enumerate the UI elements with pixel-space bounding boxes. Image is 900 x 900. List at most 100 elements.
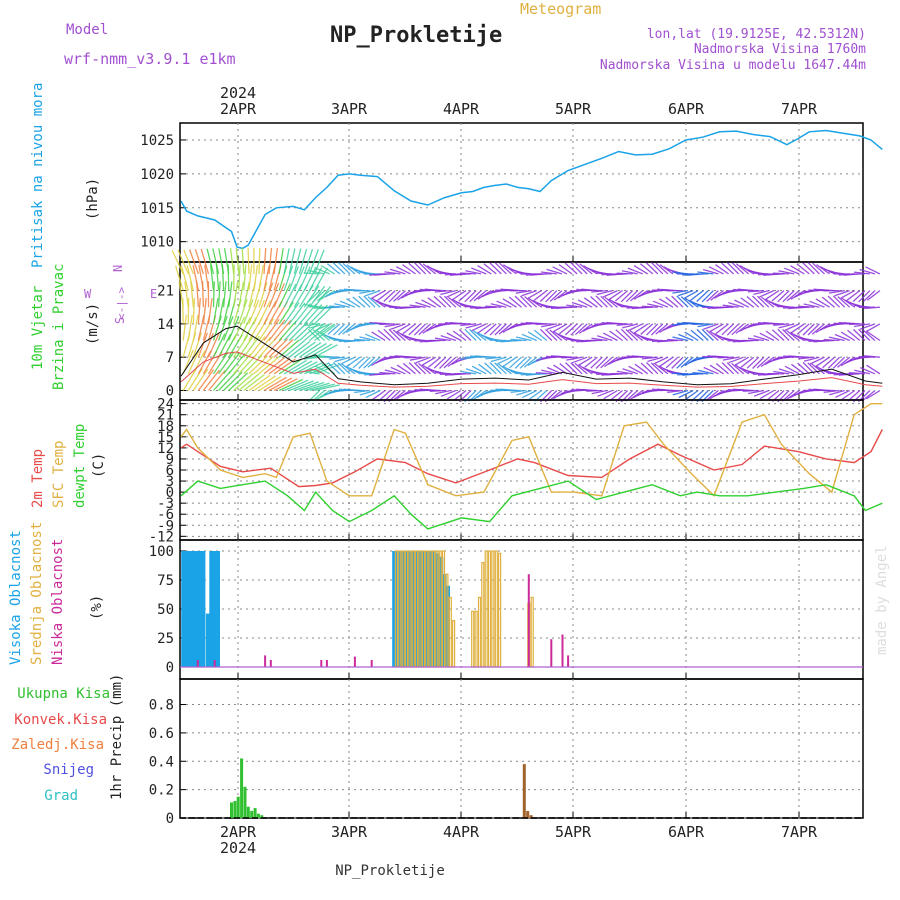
pressure-axis-title: Pritisak na nivou mora bbox=[30, 83, 46, 268]
wind-arrow bbox=[218, 371, 237, 391]
wind-arrow bbox=[790, 290, 805, 300]
wind-arrow bbox=[316, 389, 331, 401]
wind-arrow bbox=[427, 297, 442, 308]
wind-arrow bbox=[600, 356, 613, 369]
wind-arrow bbox=[653, 356, 669, 365]
wind-arrow bbox=[721, 362, 735, 375]
wind-arrow bbox=[521, 289, 537, 297]
compass-east: E bbox=[150, 287, 157, 301]
y-tick-label: 100 bbox=[149, 544, 174, 560]
wind-arrow bbox=[803, 303, 820, 308]
wind-arrow bbox=[477, 323, 492, 334]
wind-arrow bbox=[586, 389, 603, 392]
wind-arrow bbox=[651, 262, 664, 275]
wind-arrow bbox=[283, 379, 309, 392]
wind-arrow bbox=[703, 323, 719, 330]
wind-arrow bbox=[519, 295, 533, 308]
wind-arrow bbox=[288, 248, 296, 275]
wind-arrow bbox=[785, 389, 800, 401]
wind-arrow bbox=[418, 362, 432, 375]
wind-arrow bbox=[866, 389, 881, 400]
wind-arrow bbox=[192, 314, 199, 341]
wind-arrow bbox=[341, 363, 356, 375]
wind-arrow bbox=[523, 356, 538, 368]
cloud-bar bbox=[188, 551, 192, 667]
wind-arrow bbox=[602, 332, 618, 342]
cloud-bar bbox=[213, 660, 216, 667]
wind-arrow bbox=[640, 323, 654, 335]
pressure-panel: 1010 1015 1020 1025 bbox=[140, 122, 883, 263]
bottom-day-label: 6APR bbox=[668, 823, 705, 841]
wind-arrow bbox=[765, 290, 780, 300]
wind-arrow bbox=[273, 319, 292, 341]
precip-bar bbox=[529, 815, 533, 818]
compass-north: N bbox=[111, 265, 125, 272]
wind-arrow bbox=[809, 300, 825, 308]
wind-arrow bbox=[696, 290, 709, 302]
wind-arrow bbox=[865, 323, 881, 333]
wind-arrow bbox=[721, 323, 735, 336]
wind-arrow bbox=[784, 323, 800, 332]
wind-arrow bbox=[383, 328, 396, 341]
wind-arrow bbox=[370, 290, 386, 299]
y-tick-label: 12 bbox=[157, 441, 174, 457]
wind-arrow bbox=[243, 335, 260, 358]
wind-arrow bbox=[596, 289, 613, 296]
wind-arrow bbox=[829, 389, 845, 396]
wind-arrow bbox=[278, 248, 284, 274]
wind-arrow bbox=[847, 329, 861, 342]
wind-arrow bbox=[363, 356, 376, 369]
wind-arrow bbox=[207, 333, 220, 358]
wind-arrow bbox=[854, 369, 871, 375]
wind-arrow bbox=[697, 323, 714, 328]
y-tick-label: 75 bbox=[157, 573, 174, 589]
wind-arrow bbox=[184, 281, 189, 308]
wind-arrow bbox=[773, 370, 790, 375]
wind-arrow bbox=[597, 335, 613, 342]
wind-arrow bbox=[228, 281, 233, 308]
wind-arrow bbox=[782, 329, 795, 341]
wind-arrow bbox=[217, 298, 225, 325]
precip-bar bbox=[243, 786, 247, 818]
wind-arrow bbox=[858, 328, 871, 341]
wind-arrow bbox=[485, 305, 502, 308]
wind-arrow bbox=[765, 330, 780, 342]
cloud-bar bbox=[216, 551, 220, 667]
wind-arrow bbox=[627, 323, 643, 332]
wind-arrow bbox=[409, 356, 426, 361]
wind-arrow bbox=[198, 264, 205, 291]
wind-arrow bbox=[243, 264, 247, 291]
wind-arrow bbox=[303, 272, 320, 275]
wind-arrow bbox=[447, 356, 462, 368]
wind-arrow bbox=[465, 270, 482, 275]
wind-arrow bbox=[628, 365, 644, 375]
wind-arrow bbox=[342, 262, 356, 275]
wind-arrow bbox=[858, 290, 871, 303]
wind-arrow bbox=[708, 266, 724, 275]
wind-arrow bbox=[835, 389, 850, 398]
wind-arrow bbox=[862, 389, 876, 402]
footer-label: NP_Prokletije bbox=[335, 863, 445, 879]
bottom-day-label: 4APR bbox=[443, 823, 480, 841]
wind-arrow bbox=[672, 336, 689, 342]
wind-arrow bbox=[212, 351, 229, 375]
wind-arrow bbox=[803, 356, 820, 362]
wind-arrow bbox=[389, 268, 406, 275]
wind-arrow bbox=[338, 262, 351, 275]
wind-arrow bbox=[570, 262, 583, 275]
wind-arrow bbox=[433, 295, 447, 308]
cloud-bar bbox=[452, 619, 456, 668]
wind-arrow bbox=[778, 270, 795, 275]
wind-arrow bbox=[834, 289, 850, 297]
wind-arrow bbox=[514, 356, 528, 369]
wind-arrow bbox=[641, 356, 658, 360]
wind-arrow bbox=[709, 323, 724, 333]
wind-arrow bbox=[187, 314, 193, 341]
precip-bar bbox=[260, 815, 264, 818]
wind-panel: 0 7 14 21 bbox=[157, 247, 883, 403]
wind-arrow bbox=[346, 356, 361, 367]
wind-arrow bbox=[192, 332, 203, 358]
wind-arrow bbox=[565, 362, 578, 375]
wind-arrow bbox=[645, 262, 659, 275]
cloud-bar bbox=[498, 552, 502, 668]
